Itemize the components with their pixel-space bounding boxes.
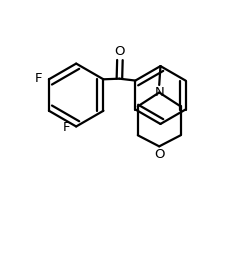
Text: O: O xyxy=(153,148,164,161)
Text: F: F xyxy=(35,71,43,85)
Text: F: F xyxy=(62,121,70,134)
Text: O: O xyxy=(114,45,125,58)
Text: N: N xyxy=(154,86,164,99)
